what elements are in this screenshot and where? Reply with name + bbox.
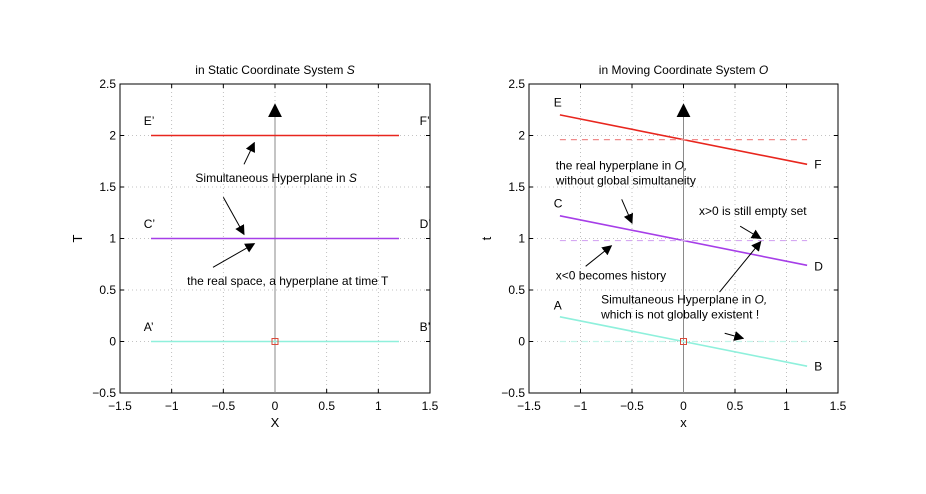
point-label: F’ [420,114,430,128]
y-tick-label: 2.5 [508,77,525,91]
x-axis-label: x [680,415,687,430]
annotation-arrow [724,331,745,341]
annotation-text: x>0 is still empty set [699,204,807,218]
annotation-symbol: O, [675,158,688,172]
right-chart-panel: −1.5 −1 −0.5 0 0.5 1 1.5 −0.5 0 0.5 1 1.5 2 2.5 x t in M… [479,63,847,430]
x-tick-label: 0 [680,399,687,413]
y-tick-label: 0 [109,335,116,349]
origin-marker [271,338,279,345]
point-label: E [554,96,562,110]
x-tick-label: 1.5 [830,399,847,413]
y-tick-label: 1 [518,232,525,246]
point-label: C’ [144,217,155,231]
y-tick-label: 1.5 [508,180,525,194]
annotation-arrow [621,199,633,224]
point-label: A’ [144,320,154,334]
annotation-text-part: x>0 is still empty set [699,204,807,218]
annotation-arrow [243,141,255,165]
chart-title-symbol: O [759,63,768,77]
annotation-text: without global simultaneity [555,173,696,187]
annotation-text: Simultaneous Hyperplane in S [195,171,356,185]
annotation-text-part: the real hyperplane in [556,158,675,172]
x-tick-label: −1.5 [517,399,541,413]
x-tick-label: 0.5 [318,399,335,413]
point-label: B [814,359,822,373]
x-tick-label: −0.5 [620,399,644,413]
left-chart-panel: −1.5 −1 −0.5 0 0.5 1 1.5 −0.5 0 0.5 1 1.5 2 2.5 X Tin S… [70,63,439,430]
point-label: D [814,259,823,273]
chart-title-text: in Static Coordinate System [195,63,346,77]
point-label: C [554,197,563,211]
x-tick-label: 0 [272,399,279,413]
chart-title-symbol: S [347,63,355,77]
annotation-text: which is not globally existent ! [600,307,759,321]
annotation-text-part: x<0 becomes history [556,269,666,283]
chart-title: in Static Coordinate System S [195,63,354,77]
annotation-arrow [739,225,762,240]
y-tick-label: −0.5 [92,386,116,400]
y-tick-label: 2 [109,129,116,143]
annotation-arrow [585,245,613,267]
chart-title-text: in Moving Coordinate System [599,63,759,77]
y-tick-label: 1 [109,232,116,246]
x-tick-label: −1 [165,399,179,413]
y-axis-label: t [479,236,494,240]
annotation-text-part: the real space, a hyperplane at time T [187,274,389,288]
point-label: B’ [420,320,431,334]
y-tick-label: 0 [518,335,525,349]
annotation-arrow [212,243,256,268]
annotation-symbol: S [349,171,357,185]
annotation-text: the real space, a hyperplane at time T [187,274,389,288]
origin-marker [680,338,687,345]
annotation-text-part: Simultaneous Hyperplane in [195,171,348,185]
annotation-symbol: O, [755,292,768,306]
y-tick-label: 2 [518,129,525,143]
annotation-arrow [719,240,762,293]
x-tick-label: 1 [783,399,790,413]
point-label: D’ [420,217,431,231]
annotation-text-part: which is not globally existent ! [600,307,759,321]
y-tick-label: −0.5 [501,386,525,400]
x-tick-label: 1 [375,399,382,413]
x-tick-label: −0.5 [211,399,235,413]
y-tick-label: 0.5 [508,283,525,297]
x-tick-label: 0.5 [727,399,744,413]
x-tick-label: 1.5 [422,399,439,413]
annotation-text: Simultaneous Hyperplane in O, [601,292,767,306]
x-axis-label: X [271,415,280,430]
y-tick-label: 0.5 [99,283,116,297]
point-label: A [554,299,562,313]
annotation-text: x<0 becomes history [556,269,666,283]
point-label: F [814,157,821,171]
y-tick-label: 2.5 [99,77,116,91]
chart-title: in Moving Coordinate System O [599,63,768,77]
annotation-text-part: without global simultaneity [555,173,696,187]
y-tick-label: 1.5 [99,180,116,194]
x-tick-label: −1 [574,399,588,413]
point-label: E’ [144,114,155,128]
annotation-arrow [222,197,245,236]
annotation-text: the real hyperplane in O, [556,158,687,172]
y-axis-label: T [70,234,85,242]
annotation-text-part: Simultaneous Hyperplane in [601,292,754,306]
x-tick-label: −1.5 [108,399,132,413]
